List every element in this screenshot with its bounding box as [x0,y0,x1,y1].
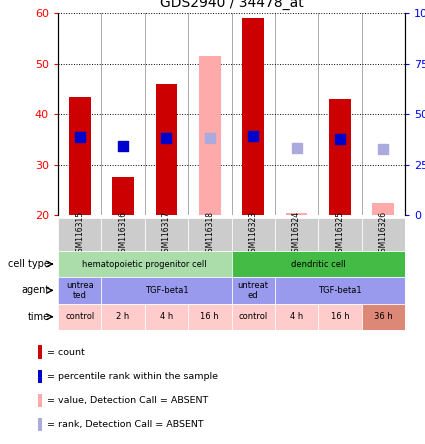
Bar [232,304,275,330]
Point [76,133,83,140]
Bar [232,251,405,277]
Text: TGF-beta1: TGF-beta1 [144,286,188,295]
Bar [102,218,145,251]
Bar [58,304,102,330]
Text: time: time [27,312,49,322]
Bar [362,218,405,251]
Text: 4 h: 4 h [290,312,303,321]
Bar [188,304,232,330]
Bar [362,304,405,330]
Bar [275,218,318,251]
Bar [145,304,188,330]
Bar [58,277,102,304]
Text: GSM116326: GSM116326 [379,211,388,257]
Text: dendritic cell: dendritic cell [291,260,346,269]
Bar [188,218,232,251]
Bar [38,394,42,407]
Text: = count: = count [47,348,85,357]
Bar [156,84,177,215]
Bar [38,345,42,359]
Bar [69,97,91,215]
Text: 16 h: 16 h [201,312,219,321]
Text: GSM116324: GSM116324 [292,211,301,257]
Text: GSM116317: GSM116317 [162,211,171,257]
Text: control: control [238,312,268,321]
Point [293,144,300,151]
Text: 36 h: 36 h [374,312,393,321]
Title: GDS2940 / 34478_at: GDS2940 / 34478_at [160,0,303,9]
Point [337,135,343,142]
Point [380,145,387,152]
Text: GSM116323: GSM116323 [249,211,258,257]
Text: = rank, Detection Call = ABSENT: = rank, Detection Call = ABSENT [47,420,204,429]
Text: hematopoietic progenitor cell: hematopoietic progenitor cell [82,260,207,269]
Bar [38,418,42,431]
Bar [329,99,351,215]
Bar [112,178,134,215]
Bar [232,277,275,304]
Text: untreat
ed: untreat ed [238,281,269,300]
Point [207,134,213,141]
Point [250,132,257,139]
Text: agent: agent [21,285,49,295]
Text: = value, Detection Call = ABSENT: = value, Detection Call = ABSENT [47,396,209,405]
Bar [242,18,264,215]
Text: 16 h: 16 h [331,312,349,321]
Bar [318,304,362,330]
Bar [199,56,221,215]
Bar [286,213,307,215]
Text: GSM116316: GSM116316 [119,211,128,257]
Text: GSM116315: GSM116315 [75,211,84,257]
Bar [232,218,275,251]
Bar [58,251,232,277]
Bar [102,277,232,304]
Text: untrea
ted: untrea ted [66,281,94,300]
Text: control: control [65,312,94,321]
Text: TGF-beta1: TGF-beta1 [318,286,362,295]
Bar [275,277,405,304]
Bar [318,218,362,251]
Bar [58,218,102,251]
Text: 4 h: 4 h [160,312,173,321]
Text: GSM116318: GSM116318 [205,211,214,257]
Text: = percentile rank within the sample: = percentile rank within the sample [47,372,218,381]
Text: GSM116325: GSM116325 [335,211,344,257]
Bar [38,370,42,383]
Point [120,142,127,149]
Bar [102,304,145,330]
Text: cell type: cell type [8,259,49,269]
Text: 2 h: 2 h [116,312,130,321]
Point [163,134,170,141]
Bar [275,304,318,330]
Bar [145,218,188,251]
Bar [372,203,394,215]
